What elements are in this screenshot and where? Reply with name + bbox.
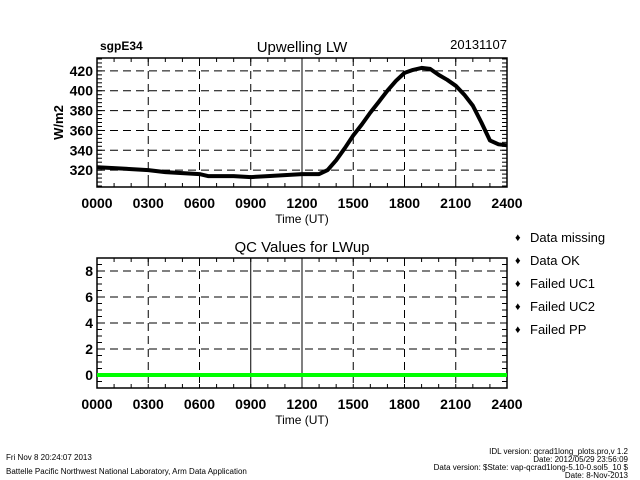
legend-label: Data missing bbox=[530, 230, 605, 245]
plot1-y-tick-label: 320 bbox=[70, 162, 94, 178]
plot1-x-tick-label: 0300 bbox=[133, 195, 164, 211]
plot2-x-tick-label: 2400 bbox=[491, 396, 522, 412]
plot1-y-tick-label: 340 bbox=[70, 142, 94, 158]
plot2-x-tick-label: 0000 bbox=[81, 396, 112, 412]
plot1-y-tick-label: 400 bbox=[70, 83, 94, 99]
plot1-x-tick-label: 1800 bbox=[389, 195, 420, 211]
plot1-frame bbox=[96, 57, 508, 188]
plot1-site-label: sgpE34 bbox=[100, 39, 143, 53]
plot1-x-tick-label: 1200 bbox=[286, 195, 317, 211]
plot2-x-tick-label: 1800 bbox=[389, 396, 420, 412]
plot2-x-tick-label: 1500 bbox=[338, 396, 369, 412]
plot2-y-tick-label: 0 bbox=[85, 367, 93, 383]
footer-data-version: Data version: $State: vap-qcrad1long-5.1… bbox=[433, 463, 628, 472]
plot1-y-tick-label: 420 bbox=[70, 63, 94, 79]
plot1-title: Upwelling LW bbox=[257, 39, 348, 56]
legend-marker: ♦ bbox=[515, 301, 521, 313]
plot1-date-label: 20131107 bbox=[450, 37, 507, 52]
plot1-x-tick-label: 1500 bbox=[338, 195, 369, 211]
legend-marker: ♦ bbox=[515, 255, 521, 267]
legend-label: Data OK bbox=[530, 253, 580, 268]
plot1-series-line-upwelling-lw bbox=[96, 65, 508, 180]
legend-marker: ♦ bbox=[515, 278, 521, 290]
plot2-x-tick-label: 1200 bbox=[286, 396, 317, 412]
plot1-x-axis-label: Time (UT) bbox=[275, 212, 329, 226]
plot2-title: QC Values for LWup bbox=[234, 239, 369, 256]
plot2-frame bbox=[96, 257, 508, 389]
plot2-y-tick-label: 6 bbox=[85, 289, 93, 305]
legend-label: Failed UC2 bbox=[530, 299, 595, 314]
plot1-y-tick-label: 380 bbox=[70, 103, 94, 119]
plot2-x-tick-label: 0600 bbox=[184, 396, 215, 412]
plot1-x-tick-label: 0600 bbox=[184, 195, 215, 211]
footer-data-date: Date: 8-Nov-2013 bbox=[564, 471, 628, 480]
plot1-x-tick-label: 2100 bbox=[440, 195, 471, 211]
plot1-y-tick-label: 360 bbox=[70, 122, 94, 138]
plot2-x-tick-label: 2100 bbox=[440, 396, 471, 412]
plot1-x-tick-label: 0900 bbox=[235, 195, 266, 211]
legend-marker: ♦ bbox=[515, 232, 521, 244]
plot2-y-tick-label: 2 bbox=[85, 341, 93, 357]
legend-label: Failed PP bbox=[530, 322, 586, 337]
footer-timestamp: Fri Nov 8 20:24:07 2013 bbox=[6, 453, 92, 462]
footer-idl-date: Date: 2012/05/29 23:56:09 bbox=[533, 455, 628, 464]
plot2-x-tick-label: 0300 bbox=[133, 396, 164, 412]
plot2-x-axis-label: Time (UT) bbox=[275, 413, 329, 427]
plot2-y-tick-label: 4 bbox=[85, 315, 93, 331]
plot1-y-axis-label: W/m2 bbox=[51, 105, 66, 140]
legend-marker: ♦ bbox=[515, 324, 521, 336]
legend-label: Failed UC1 bbox=[530, 276, 595, 291]
footer-institution: Battelle Pacific Northwest National Labo… bbox=[6, 467, 247, 476]
plot1-x-tick-label: 2400 bbox=[491, 195, 522, 211]
plot1-x-tick-label: 0000 bbox=[81, 195, 112, 211]
plot2-y-tick-label: 8 bbox=[85, 263, 93, 279]
plot2-x-tick-label: 0900 bbox=[235, 396, 266, 412]
footer-idl-version: IDL version: qcrad1long_plots.pro,v 1.2 bbox=[489, 447, 628, 456]
